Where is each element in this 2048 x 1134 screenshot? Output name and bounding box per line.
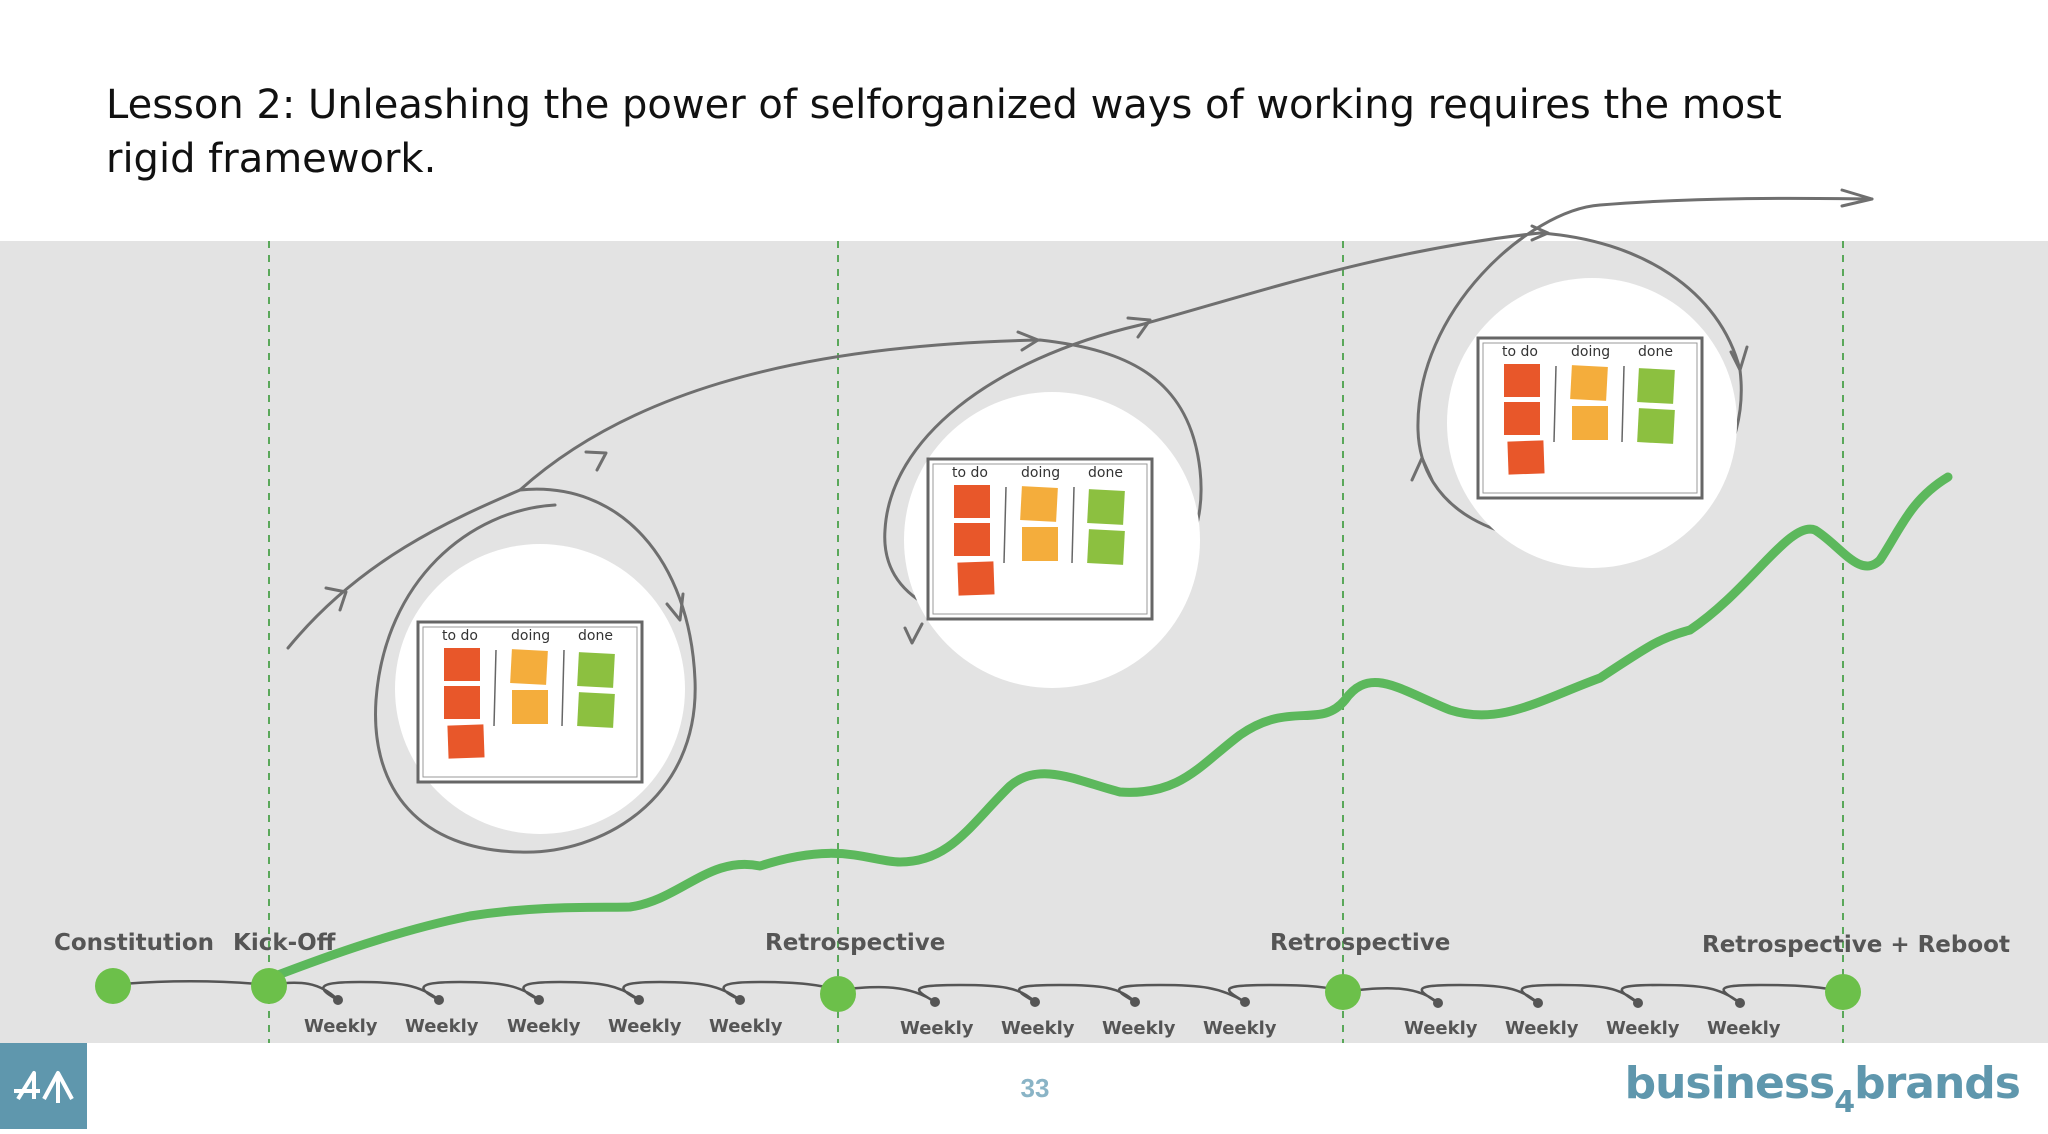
- label-retro-1: Retrospective: [765, 930, 945, 956]
- board-col-doing: doing: [1021, 465, 1060, 481]
- weekly-label: Weekly: [608, 1016, 682, 1037]
- slide-footer: [0, 1043, 2048, 1129]
- weekly-label: Weekly: [1606, 1018, 1680, 1039]
- weekly-label: Weekly: [1404, 1018, 1478, 1039]
- chevron-right-icon: [1840, 188, 1874, 208]
- done-note: [577, 692, 615, 728]
- board-col-doing: doing: [511, 628, 550, 644]
- board-col-todo: to do: [442, 628, 478, 644]
- doing-note: [1020, 486, 1058, 522]
- milestone-constitution: [95, 968, 131, 1004]
- doing-note: [512, 690, 548, 724]
- doing-note: [1572, 406, 1608, 440]
- todo-note: [954, 485, 990, 518]
- weekly-label: Weekly: [304, 1016, 378, 1037]
- todo-note: [1504, 364, 1540, 397]
- milestone-retro-reboot: [1825, 974, 1861, 1010]
- doing-note: [1022, 527, 1058, 561]
- iteration-arrow: [286, 196, 1874, 854]
- weekly-timeline: [111, 980, 1845, 1005]
- milestone-dots: [95, 968, 1861, 1012]
- weekly-label: Weekly: [1001, 1018, 1075, 1039]
- chevron-right-icon: [584, 450, 608, 472]
- todo-note: [447, 724, 485, 759]
- todo-note: [1507, 440, 1545, 475]
- board-col-done: done: [578, 628, 613, 644]
- todo-note: [444, 648, 480, 681]
- weekly-label: Weekly: [900, 1018, 974, 1039]
- board-col-todo: to do: [1502, 344, 1538, 360]
- label-constitution: Constitution: [54, 930, 214, 956]
- todo-note: [1504, 402, 1540, 435]
- kanban-board-1: to do doing done: [416, 620, 644, 784]
- slide-title: Lesson 2: Unleashing the power of selfor…: [106, 82, 1782, 182]
- chevron-down-icon: [903, 622, 924, 645]
- brand-sub: 4: [1834, 1085, 1855, 1120]
- label-retro-2: Retrospective: [1270, 930, 1450, 956]
- brand-wordmark: business4brands: [1624, 1058, 2021, 1120]
- weekly-knots: [333, 995, 1745, 1008]
- brand-part2: brands: [1854, 1058, 2021, 1109]
- weekly-label: Weekly: [1203, 1018, 1277, 1039]
- board-col-todo: to do: [952, 465, 988, 481]
- chevron-down-icon: [665, 592, 685, 622]
- doing-note: [1570, 365, 1608, 401]
- weekly-label: Weekly: [1505, 1018, 1579, 1039]
- done-note: [577, 652, 615, 688]
- weekly-label: Weekly: [507, 1016, 581, 1037]
- four-b-logo-icon: [0, 1043, 87, 1129]
- board-col-doing: doing: [1571, 344, 1610, 360]
- done-note: [1637, 368, 1675, 404]
- weekly-label: Weekly: [1707, 1018, 1781, 1039]
- chevron-right-icon: [1016, 330, 1040, 352]
- doing-note: [510, 649, 548, 685]
- milestone-kickoff: [251, 968, 287, 1004]
- done-note: [1637, 408, 1675, 444]
- chevron-right-icon: [1530, 224, 1550, 242]
- label-kickoff: Kick-Off: [233, 930, 336, 956]
- label-retro-reboot: Retrospective + Reboot: [1702, 932, 2010, 958]
- kanban-board-2: to do doing done: [926, 457, 1154, 621]
- page-number: 33: [1020, 1073, 1050, 1103]
- todo-note: [954, 523, 990, 556]
- board-col-done: done: [1088, 465, 1123, 481]
- brand-part1: business: [1624, 1058, 1836, 1109]
- milestone-retro-2: [1325, 974, 1361, 1010]
- weekly-label: Weekly: [405, 1016, 479, 1037]
- growth-line: [265, 472, 1953, 983]
- weekly-label: Weekly: [1102, 1018, 1176, 1039]
- board-col-done: done: [1638, 344, 1673, 360]
- arrow-chevrons: [324, 188, 1874, 645]
- chevron-right-icon: [324, 586, 348, 612]
- milestone-retro-1: [820, 976, 856, 1012]
- todo-note: [957, 561, 995, 596]
- done-note: [1087, 489, 1125, 525]
- chevron-down-icon: [1729, 345, 1749, 372]
- done-note: [1087, 529, 1125, 565]
- kanban-board-3: to do doing done: [1476, 336, 1704, 500]
- weekly-label: Weekly: [709, 1016, 783, 1037]
- chevron-right-icon: [1126, 316, 1152, 339]
- todo-note: [444, 686, 480, 719]
- chevron-up-icon: [1410, 456, 1434, 482]
